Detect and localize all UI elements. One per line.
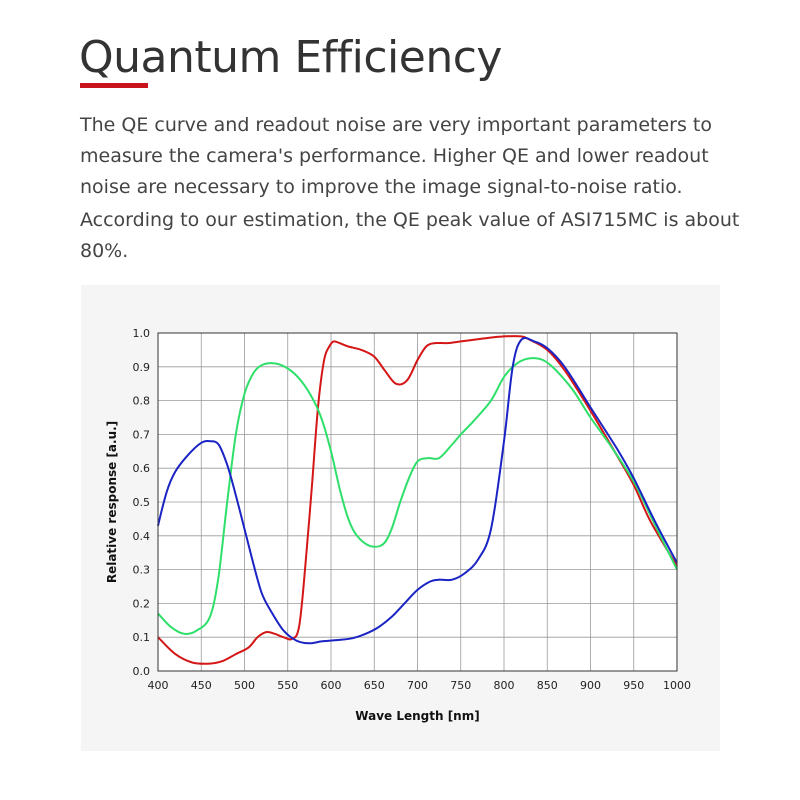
x-tick-label: 1000: [663, 679, 691, 692]
y-tick-label: 0.8: [133, 395, 151, 408]
y-tick-label: 0.9: [133, 361, 151, 374]
chart-series: [157, 335, 678, 665]
x-tick-label: 800: [494, 679, 515, 692]
x-tick-label: 900: [580, 679, 601, 692]
x-tick-label: 700: [407, 679, 428, 692]
x-tick-label: 400: [148, 679, 169, 692]
y-tick-label: 0.0: [133, 665, 151, 678]
x-tick-label: 450: [191, 679, 212, 692]
intro-paragraph: The QE curve and readout noise are very …: [80, 114, 712, 198]
x-tick-label: 750: [450, 679, 471, 692]
y-tick-label: 0.7: [133, 428, 151, 441]
x-tick-label: 950: [623, 679, 644, 692]
y-tick-label: 0.1: [133, 631, 151, 644]
page-title: Quantum Efficiency: [79, 32, 502, 83]
y-tick-label: 0.2: [133, 597, 151, 610]
x-tick-label: 650: [364, 679, 385, 692]
qe-chart-panel: 400 450 500 550 600 650 700 750 800 850 900 950 1000…: [81, 285, 720, 751]
y-tick-label: 0.4: [133, 530, 151, 543]
y-tick-label: 1.0: [133, 327, 151, 340]
y-tick-label: 0.3: [133, 564, 151, 577]
x-tick-label: 850: [537, 679, 558, 692]
blue-series-line: [157, 337, 678, 645]
y-tick-labels: 0.0 0.1 0.2 0.3 0.4 0.5 0.6 0.7 0.8 0.9 1.0: [133, 327, 151, 678]
y-axis-label: Relative response [a.u.]: [105, 421, 119, 583]
estimation-paragraph: According to our estimation, the QE peak…: [80, 209, 740, 262]
x-tick-label: 500: [234, 679, 255, 692]
plot-frame: [157, 332, 678, 672]
qe-chart: 400 450 500 550 600 650 700 750 800 850 900 950 1000…: [105, 327, 692, 723]
green-series-line: [157, 357, 678, 635]
y-tick-label: 0.6: [133, 462, 151, 475]
x-tick-labels: 400 450 500 550 600 650 700 750 800 850 900 950 1000: [148, 679, 692, 692]
y-tick-label: 0.5: [133, 496, 151, 509]
title-underline: [80, 83, 148, 88]
chart-grid: [157, 332, 678, 672]
x-axis-label: Wave Length [nm]: [355, 709, 479, 723]
x-tick-label: 550: [277, 679, 298, 692]
x-tick-label: 600: [321, 679, 342, 692]
